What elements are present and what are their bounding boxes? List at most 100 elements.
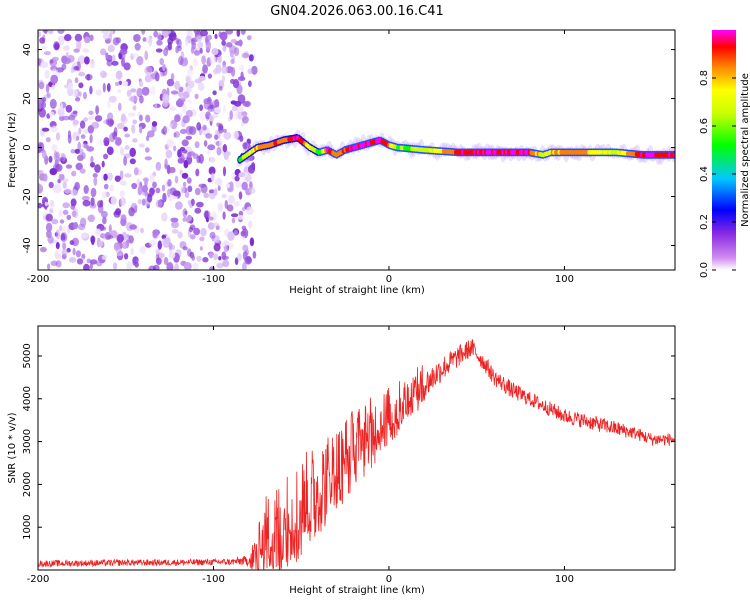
noise-blob	[142, 37, 147, 42]
noise-blob	[38, 202, 43, 209]
noise-blob	[38, 152, 41, 158]
noise-blob	[132, 105, 137, 111]
noise-blob	[222, 211, 226, 220]
noise-blob	[166, 164, 171, 175]
snr-x-label: Height of straight line (km)	[289, 585, 425, 596]
noise-blob	[134, 43, 141, 51]
noise-blob	[225, 183, 231, 188]
noise-blob	[207, 34, 212, 41]
snr-y-label: SNR (10 * v/v)	[7, 412, 18, 483]
noise-blob	[50, 125, 58, 133]
noise-blob	[182, 217, 187, 222]
noise-blob	[115, 70, 123, 80]
noise-blob	[227, 151, 231, 156]
noise-blob	[189, 224, 196, 230]
noise-blob	[186, 68, 194, 75]
noise-blob	[214, 235, 220, 243]
noise-blob	[168, 32, 177, 41]
noise-blob	[167, 188, 171, 198]
noise-blob	[49, 59, 54, 64]
noise-blob	[51, 144, 58, 152]
noise-blob	[71, 210, 77, 218]
noise-blob	[214, 33, 218, 40]
noise-blob	[236, 30, 241, 37]
noise-blob	[242, 261, 247, 270]
noise-blob	[97, 139, 105, 146]
noise-blob	[94, 164, 101, 173]
noise-blob	[38, 144, 42, 154]
noise-blob	[50, 74, 59, 85]
noise-blob	[70, 66, 74, 74]
noise-blob	[209, 252, 214, 259]
noise-blob	[119, 196, 126, 207]
noise-blob	[151, 121, 158, 127]
noise-blob	[57, 30, 65, 34]
noise-blob	[105, 118, 110, 125]
noise-blob	[179, 94, 184, 100]
noise-blob	[111, 60, 119, 66]
noise-blob	[186, 177, 192, 184]
noise-blob	[231, 213, 239, 218]
noise-blob	[150, 85, 156, 96]
noise-blob	[62, 209, 69, 215]
noise-blob	[43, 30, 48, 35]
noise-blob	[193, 227, 201, 236]
noise-blob	[182, 181, 187, 187]
noise-blob	[141, 30, 146, 35]
noise-blob	[76, 135, 80, 141]
y-tick-label: 0	[22, 144, 33, 150]
snr-x-axis: -200 -100 0 100	[27, 326, 574, 585]
noise-blob	[244, 162, 251, 167]
noise-blob	[166, 78, 175, 87]
noise-blob	[42, 150, 47, 159]
spectrogram-y-axis: -40 -20 0 20 40	[22, 43, 675, 254]
y-tick-label: 40	[22, 43, 33, 56]
noise-blob	[237, 252, 242, 262]
noise-blob	[55, 151, 60, 159]
noise-blob	[38, 169, 44, 176]
noise-blob	[155, 257, 162, 265]
y-tick-label: 5000	[22, 343, 33, 368]
noise-blob	[78, 82, 84, 89]
noise-blob	[103, 173, 108, 181]
noise-blob	[155, 48, 163, 53]
noise-blob	[40, 45, 48, 50]
noise-blob	[227, 231, 235, 241]
noise-blob	[174, 263, 180, 270]
noise-blob	[196, 155, 201, 164]
noise-blob	[51, 68, 59, 74]
noise-blob	[101, 210, 108, 218]
noise-blob	[139, 95, 144, 104]
noise-blob	[46, 92, 51, 98]
noise-blob	[178, 56, 184, 66]
noise-blob	[227, 91, 233, 99]
noise-blob	[83, 117, 89, 122]
noise-blob	[246, 35, 252, 41]
noise-blob	[193, 30, 201, 35]
noise-blob	[207, 144, 216, 151]
noise-blob	[240, 230, 246, 237]
noise-blob	[195, 168, 200, 177]
noise-blob	[69, 240, 75, 246]
noise-blob	[47, 263, 51, 270]
noise-blob	[131, 53, 139, 58]
noise-blob	[148, 38, 153, 47]
noise-blob	[80, 232, 89, 239]
spectrogram-noise-field	[38, 30, 258, 270]
spectrogram-x-axis: -200 -100 0 100	[27, 30, 574, 285]
noise-blob	[233, 47, 240, 57]
noise-blob	[241, 116, 249, 124]
noise-blob	[194, 187, 201, 196]
noise-blob	[51, 56, 59, 62]
noise-blob	[154, 72, 160, 82]
noise-blob	[130, 95, 138, 103]
noise-blob	[107, 44, 115, 53]
noise-blob	[78, 148, 84, 156]
noise-blob	[171, 221, 179, 229]
noise-blob	[155, 248, 160, 256]
noise-blob	[70, 198, 77, 207]
noise-blob	[244, 172, 248, 177]
noise-blob	[78, 91, 82, 97]
noise-blob	[122, 80, 129, 87]
noise-blob	[42, 97, 47, 103]
